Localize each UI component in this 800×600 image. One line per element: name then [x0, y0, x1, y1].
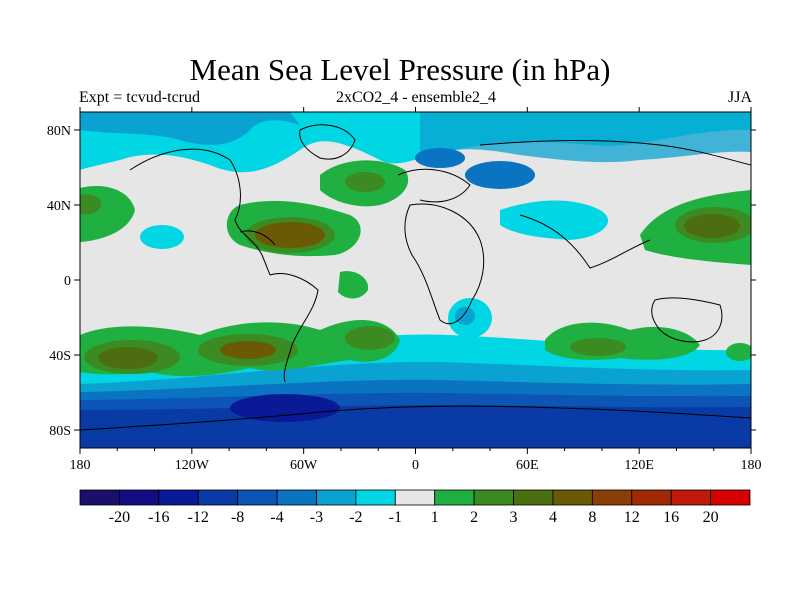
legend-swatch: [276, 489, 317, 506]
legend-label: -12: [188, 509, 209, 526]
ensemble-label: 2xCO2_4 - ensemble2_4: [336, 89, 496, 106]
legend-swatch: [119, 489, 160, 506]
legend-swatch: [473, 489, 514, 506]
legend-label: 3: [510, 509, 518, 526]
legend-swatch: [670, 489, 711, 506]
lat-tick-label: 0: [64, 274, 71, 289]
legend-label: -4: [270, 509, 283, 526]
lon-tick-label: 120E: [624, 458, 654, 473]
lon-tick-label: 120W: [175, 458, 210, 473]
legend-label: 1: [431, 509, 439, 526]
legend-label: 12: [624, 509, 640, 526]
southern-ocean-bands: [80, 334, 751, 448]
lat-tick-label: 40S: [49, 349, 71, 364]
legend-swatch: [591, 489, 633, 506]
legend-swatch: [631, 489, 672, 506]
longitude-axis: 180 120W 60W 0 60E 120E 180: [70, 107, 762, 473]
legend-label: 4: [549, 509, 557, 526]
legend-swatch: [355, 489, 396, 506]
legend-swatch: [79, 489, 120, 506]
coastlines: [80, 124, 751, 431]
legend-label: 8: [588, 509, 596, 526]
legend-swatch: [197, 489, 239, 506]
legend-label: -20: [109, 509, 130, 526]
color-legend: -20 -16 -12 -8 -4 -3 -2 -1 1 2 3 4 8 12 16 20: [79, 489, 751, 526]
legend-swatch: [710, 489, 751, 506]
legend-swatch: [394, 489, 436, 506]
legend-swatch: [434, 489, 475, 506]
legend-label: -2: [349, 509, 362, 526]
northern-low-pressure: [80, 112, 751, 338]
legend-swatch: [316, 489, 357, 506]
lat-tick-label: 40N: [47, 199, 71, 214]
season-label: JJA: [727, 89, 752, 106]
experiment-label: Expt = tcvud-tcrud: [79, 89, 200, 106]
legend-label: 16: [663, 509, 679, 526]
lat-tick-label: 80N: [47, 124, 71, 139]
map-title: Mean Sea Level Pressure (in hPa): [189, 52, 611, 87]
high-pressure-cells: [80, 160, 751, 377]
lon-tick-label: 60W: [290, 458, 318, 473]
lon-tick-label: 180: [70, 458, 91, 473]
legend-swatch: [158, 489, 199, 506]
lat-tick-label: 80S: [49, 424, 71, 439]
legend-label: -8: [231, 509, 244, 526]
legend-swatch: [513, 489, 554, 506]
lon-tick-label: 180: [741, 458, 762, 473]
map-plot-area: [80, 112, 751, 448]
lon-tick-label: 0: [412, 458, 419, 473]
lon-tick-label: 60E: [516, 458, 539, 473]
latitude-axis: 80N 40N 0 40S 80S: [47, 124, 756, 439]
legend-label: -1: [389, 509, 402, 526]
legend-swatch: [552, 489, 593, 506]
legend-label: -3: [310, 509, 323, 526]
legend-swatch: [237, 489, 278, 506]
legend-label: 20: [703, 509, 719, 526]
legend-label: 2: [470, 509, 478, 526]
legend-label: -16: [148, 509, 169, 526]
